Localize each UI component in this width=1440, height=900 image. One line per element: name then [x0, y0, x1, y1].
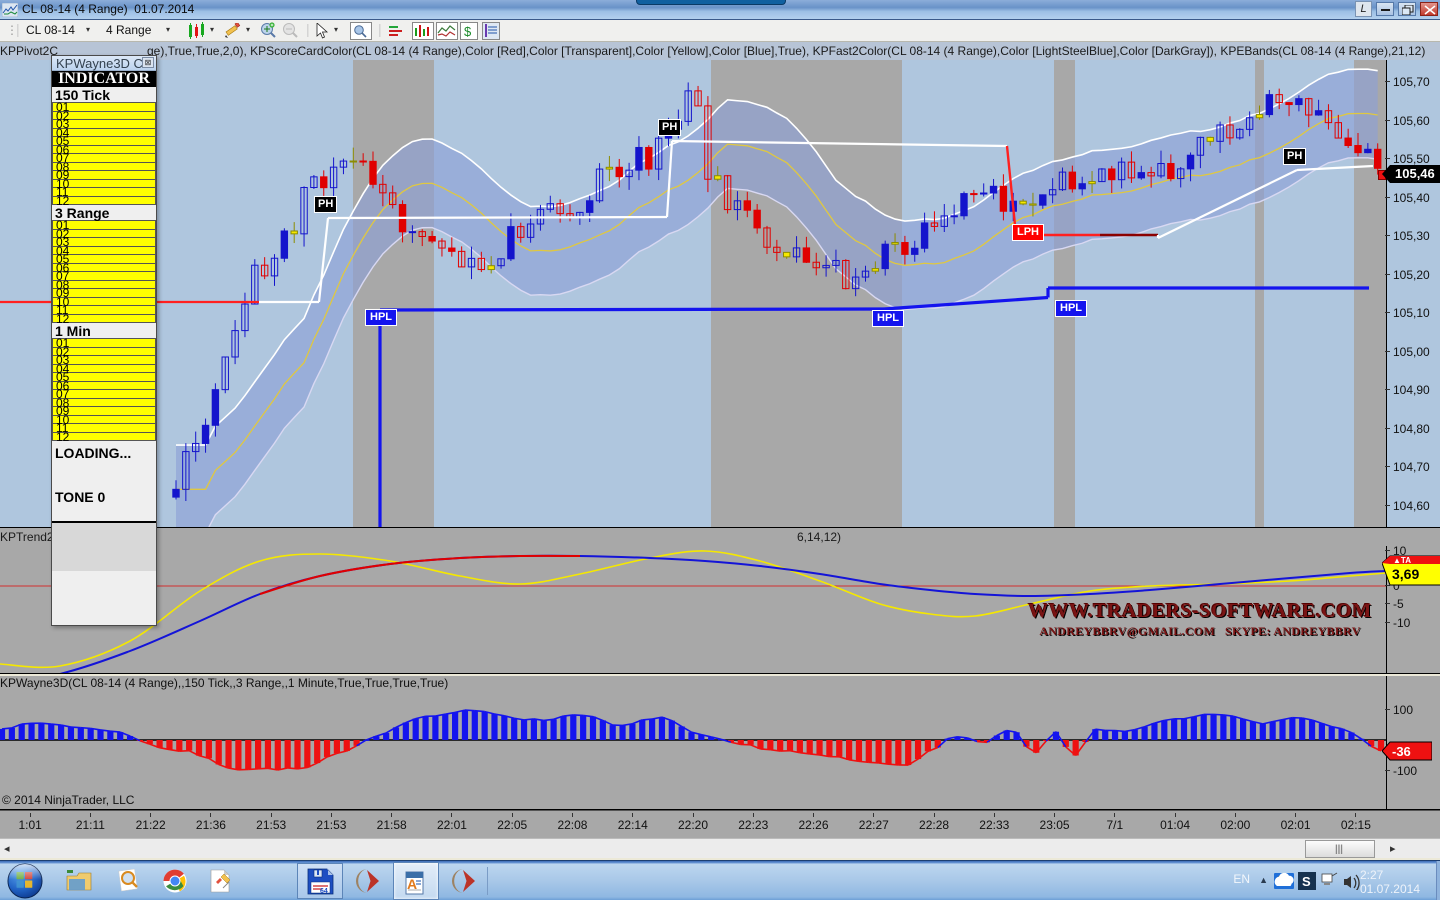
svg-text:$: $	[464, 24, 472, 39]
svg-text:S: S	[1302, 874, 1311, 889]
svg-text:-36: -36	[1392, 744, 1411, 759]
svg-text:64: 64	[320, 888, 328, 895]
svg-text:3,69: 3,69	[1392, 566, 1419, 582]
svg-text:▲TA: ▲TA	[1393, 556, 1411, 565]
